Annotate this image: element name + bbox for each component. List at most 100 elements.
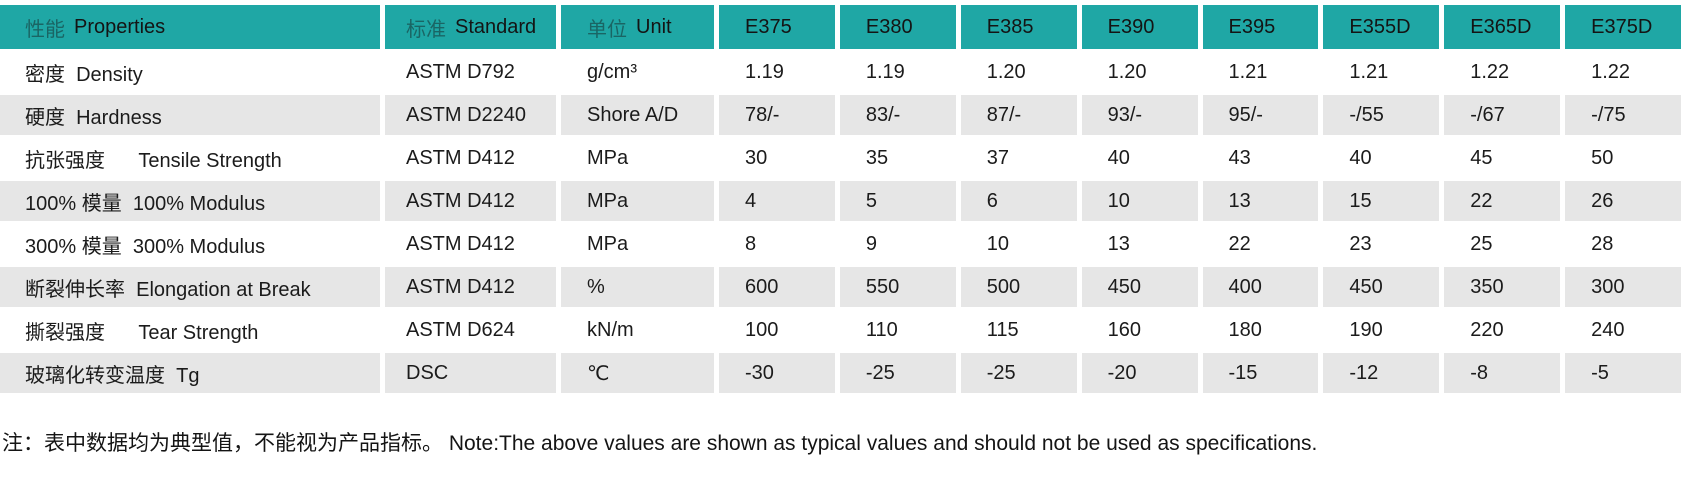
standard-cell: ASTM D412 (406, 146, 515, 169)
standard-cell: ASTM D412 (385, 181, 556, 221)
value-cell: 5 (839, 181, 956, 221)
grade-header-e380: E380 (839, 5, 956, 49)
value-cell: 240 (1591, 318, 1625, 341)
property-cell: 密度 Density (25, 63, 143, 86)
value-cell: 1.21 (1228, 60, 1268, 83)
value-cell: -30 (719, 353, 835, 393)
value-cell: 1.20 (1107, 60, 1147, 83)
unit-cell: g/cm³ (587, 60, 637, 83)
grade-header-e355d: E355D (1323, 5, 1440, 49)
standard-cell: ASTM D624 (406, 318, 515, 341)
value-cell: 300 (1565, 267, 1681, 307)
unit-cell: MPa (587, 232, 629, 255)
value-cell: 8 (745, 232, 757, 255)
table-row-tensile-strength: 抗张强度 Tensile Strength ASTM D412 MPa 30 3… (0, 138, 1681, 178)
value-cell: 22 (1228, 232, 1251, 255)
value-cell: 1.22 (1470, 60, 1510, 83)
value-cell: 110 (865, 318, 898, 341)
value-cell: 1.22 (1591, 60, 1631, 83)
value-cell: 10 (986, 232, 1009, 255)
value-cell: -20 (1081, 353, 1198, 393)
value-cell: 1.21 (1349, 60, 1389, 83)
unit-header-en: Unit (636, 15, 672, 38)
value-cell: 600 (719, 267, 835, 307)
standard-header-en: Standard (455, 15, 537, 38)
value-cell: 500 (960, 267, 1077, 307)
value-cell: -12 (1323, 353, 1440, 393)
properties-table: 性能 Properties 标准 Standard 单位 Unit E375 E… (0, 5, 1681, 393)
value-cell: 1.19 (865, 60, 905, 83)
value-cell: 220 (1470, 318, 1504, 341)
table-row-hardness: 硬度 Hardness ASTM D2240 Shore A/D 78/- 83… (0, 95, 1681, 135)
unit-cell: MPa (587, 146, 629, 169)
standard-cell: ASTM D792 (406, 60, 515, 83)
value-cell: 43 (1228, 146, 1251, 169)
unit-cell: MPa (561, 181, 714, 221)
value-cell: 25 (1470, 232, 1493, 255)
standard-cell: ASTM D412 (385, 267, 556, 307)
properties-header-cn: 性能 (25, 18, 65, 41)
value-cell: 93/- (1081, 95, 1198, 135)
value-cell: 190 (1349, 318, 1383, 341)
value-cell: -/55 (1323, 95, 1440, 135)
property-cell: 300% 模量 300% Modulus (25, 235, 266, 258)
unit-header-cn: 单位 (587, 18, 627, 41)
value-cell: 15 (1323, 181, 1440, 221)
property-cell: 硬度 Hardness (0, 95, 380, 135)
value-cell: 450 (1323, 267, 1440, 307)
value-cell: 4 (719, 181, 835, 221)
grade-header-e395: E395 (1202, 5, 1319, 49)
unit-cell: % (561, 267, 714, 307)
value-cell: -8 (1444, 353, 1561, 393)
value-cell: -15 (1202, 353, 1319, 393)
value-cell: 1.20 (986, 60, 1026, 83)
table-row-elongation: 断裂伸长率 Elongation at Break ASTM D412 % 60… (0, 267, 1681, 307)
unit-cell: ℃ (561, 353, 714, 393)
table-row-100-modulus: 100% 模量 100% Modulus ASTM D412 MPa 4 5 6… (0, 181, 1681, 221)
value-cell: -/67 (1444, 95, 1561, 135)
standard-cell: ASTM D2240 (385, 95, 556, 135)
standard-cell: ASTM D412 (406, 232, 515, 255)
value-cell: 87/- (960, 95, 1077, 135)
table-row-tg: 玻璃化转变温度 Tg DSC ℃ -30 -25 -25 -20 -15 -12… (0, 353, 1681, 393)
value-cell: 28 (1591, 232, 1614, 255)
property-cell: 100% 模量 100% Modulus (0, 181, 380, 221)
table-row-tear-strength: 撕裂强度 Tear Strength ASTM D624 kN/m 100 11… (0, 310, 1681, 350)
col-header-unit: 单位 Unit (561, 5, 714, 49)
value-cell: -25 (839, 353, 956, 393)
value-cell: 37 (986, 146, 1009, 169)
value-cell: 10 (1081, 181, 1198, 221)
grade-header-e375d: E375D (1565, 5, 1681, 49)
value-cell: 450 (1081, 267, 1198, 307)
value-cell: 1.19 (745, 60, 784, 83)
value-cell: 13 (1107, 232, 1130, 255)
value-cell: 26 (1565, 181, 1681, 221)
value-cell: 100 (745, 318, 779, 341)
value-cell: 95/- (1202, 95, 1319, 135)
value-cell: 78/- (719, 95, 835, 135)
typical-values-note: 注：表中数据均为典型值，不能视为产品指标。 Note:The above val… (2, 432, 1318, 455)
value-cell: 6 (960, 181, 1077, 221)
col-header-standard: 标准 Standard (385, 5, 556, 49)
value-cell: 83/- (839, 95, 956, 135)
table-row-300-modulus: 300% 模量 300% Modulus ASTM D412 MPa 8 9 1… (0, 224, 1681, 264)
table-row-density: 密度 Density ASTM D792 g/cm³ 1.19 1.19 1.2… (0, 52, 1681, 92)
value-cell: 35 (865, 146, 889, 169)
value-cell: -25 (960, 353, 1077, 393)
value-cell: 400 (1202, 267, 1319, 307)
grade-header-e365d: E365D (1444, 5, 1561, 49)
property-cell: 撕裂强度 Tear Strength (25, 321, 259, 344)
grade-header-e390: E390 (1081, 5, 1198, 49)
table-header-row: 性能 Properties 标准 Standard 单位 Unit E375 E… (0, 5, 1681, 49)
value-cell: 45 (1470, 146, 1493, 169)
value-cell: 40 (1349, 146, 1372, 169)
value-cell: 50 (1591, 146, 1614, 169)
properties-header-en: Properties (74, 15, 166, 38)
property-cell: 玻璃化转变温度 Tg (0, 353, 380, 393)
value-cell: 40 (1107, 146, 1130, 169)
property-cell: 断裂伸长率 Elongation at Break (0, 267, 380, 307)
property-cell: 抗张强度 Tensile Strength (25, 149, 282, 172)
grade-header-e385: E385 (960, 5, 1077, 49)
value-cell: -/75 (1565, 95, 1681, 135)
